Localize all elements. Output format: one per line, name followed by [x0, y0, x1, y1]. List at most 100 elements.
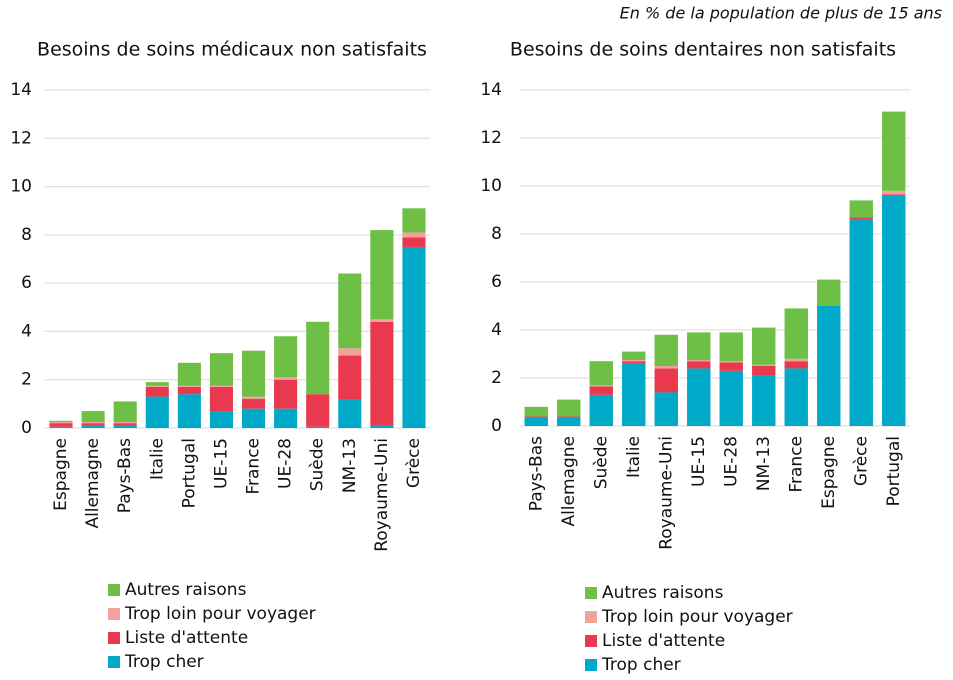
bar-segment — [622, 361, 646, 364]
bar-segment — [338, 273, 362, 349]
bar-segment — [557, 416, 581, 418]
y-tick-label: 2 — [491, 368, 502, 388]
bar-segment — [274, 377, 298, 380]
x-tick-label: UE-28 — [721, 436, 741, 487]
x-tick-label: France — [786, 436, 806, 493]
bar-segment — [145, 386, 169, 397]
x-tick-label: NM-13 — [340, 438, 360, 493]
x-tick-label: UE-15 — [689, 436, 709, 487]
bar-segment — [882, 111, 906, 191]
x-tick-label: Italie — [624, 436, 644, 478]
legend-label: Liste d'attente — [602, 631, 725, 651]
y-tick-label: 4 — [21, 321, 32, 341]
bar-segment — [81, 425, 105, 428]
legend-swatch — [585, 659, 597, 671]
y-tick-label: 2 — [21, 370, 32, 390]
bar-segment — [687, 361, 711, 369]
bar-segment — [145, 382, 169, 386]
y-tick-label: 12 — [10, 128, 32, 148]
bar-segment — [687, 360, 711, 362]
y-tick-label: 8 — [491, 224, 502, 244]
legend-swatch — [108, 656, 120, 668]
x-tick-label: UE-28 — [276, 438, 296, 489]
bar-segment — [752, 375, 776, 426]
bar-segment — [849, 219, 873, 426]
bar-segment — [589, 394, 613, 426]
bar-segment — [719, 361, 743, 363]
bar-segment — [306, 426, 330, 428]
bar-segment — [145, 396, 169, 428]
bar-segment — [113, 423, 137, 426]
y-tick-label: 0 — [491, 416, 502, 436]
bar-segment — [49, 426, 73, 428]
x-tick-label: Portugal — [179, 438, 199, 508]
x-tick-label: Italie — [147, 438, 167, 480]
x-tick-label: Allemagne — [83, 438, 103, 529]
legend-swatch — [585, 611, 597, 623]
bar-segment — [589, 386, 613, 395]
bar-segment — [557, 417, 581, 426]
legend-label: Autres raisons — [602, 583, 724, 603]
bar-segment — [81, 411, 105, 422]
bar-segment — [306, 321, 330, 395]
y-tick-label: 10 — [10, 177, 32, 197]
bar-segment — [209, 386, 234, 412]
bar-segment — [817, 306, 841, 426]
bar-segment — [882, 195, 906, 426]
bar-segment — [370, 230, 394, 320]
bar-segment — [177, 386, 201, 395]
bar-segment — [49, 421, 73, 424]
bar-segment — [145, 385, 169, 387]
chart-title: Besoins de soins dentaires non satisfait… — [510, 39, 896, 61]
bar-segment — [849, 217, 873, 220]
bar-segment — [524, 406, 548, 417]
x-tick-label: Royaume-Uni — [372, 438, 392, 552]
bar-segment — [370, 319, 394, 322]
bar-segment — [784, 361, 808, 369]
bar-segment — [402, 208, 426, 233]
bar-segment — [241, 396, 266, 400]
bar-segment — [402, 232, 426, 238]
bar-segment — [524, 416, 548, 418]
bar-segment — [241, 408, 266, 428]
y-tick-label: 8 — [21, 225, 32, 245]
y-tick-label: 10 — [480, 176, 502, 196]
bar-segment — [719, 370, 743, 426]
y-tick-label: 6 — [491, 272, 502, 292]
x-tick-label: Pays-Bas — [526, 436, 546, 511]
bar-segment — [338, 348, 362, 356]
bar-segment — [338, 399, 362, 428]
bar-segment — [882, 194, 906, 196]
legend-swatch — [585, 587, 597, 599]
x-tick-label: Grèce — [404, 438, 424, 488]
bar-segment — [338, 355, 362, 400]
bar-segment — [209, 411, 234, 428]
x-tick-label: Suède — [308, 438, 328, 491]
x-tick-label: France — [244, 438, 264, 495]
y-tick-label: 14 — [10, 80, 32, 100]
bar-segment — [81, 423, 105, 426]
x-tick-label: UE-15 — [211, 438, 231, 489]
bar-segment — [784, 368, 808, 426]
bar-segment — [241, 399, 266, 409]
bar-segment — [274, 336, 298, 378]
bar-segment — [622, 360, 646, 362]
bar-segment — [402, 237, 426, 247]
chart-title: Besoins de soins médicaux non satisfaits — [37, 39, 427, 61]
note: En % de la population de plus de 15 ans — [620, 4, 942, 23]
x-tick-label: Grèce — [851, 436, 871, 486]
bar-segment — [557, 399, 581, 417]
x-tick-label: Portugal — [884, 436, 904, 506]
bar-segment — [241, 350, 266, 397]
bar-segment — [113, 425, 137, 428]
bar-segment — [882, 190, 906, 195]
bar-segment — [687, 332, 711, 360]
bar-segment — [306, 394, 330, 427]
bar-segment — [719, 362, 743, 371]
x-tick-label: Espagne — [51, 438, 71, 511]
bar-segment — [589, 385, 613, 387]
bar-segment — [209, 353, 234, 386]
bar-segment — [113, 401, 137, 422]
y-tick-label: 6 — [21, 273, 32, 293]
